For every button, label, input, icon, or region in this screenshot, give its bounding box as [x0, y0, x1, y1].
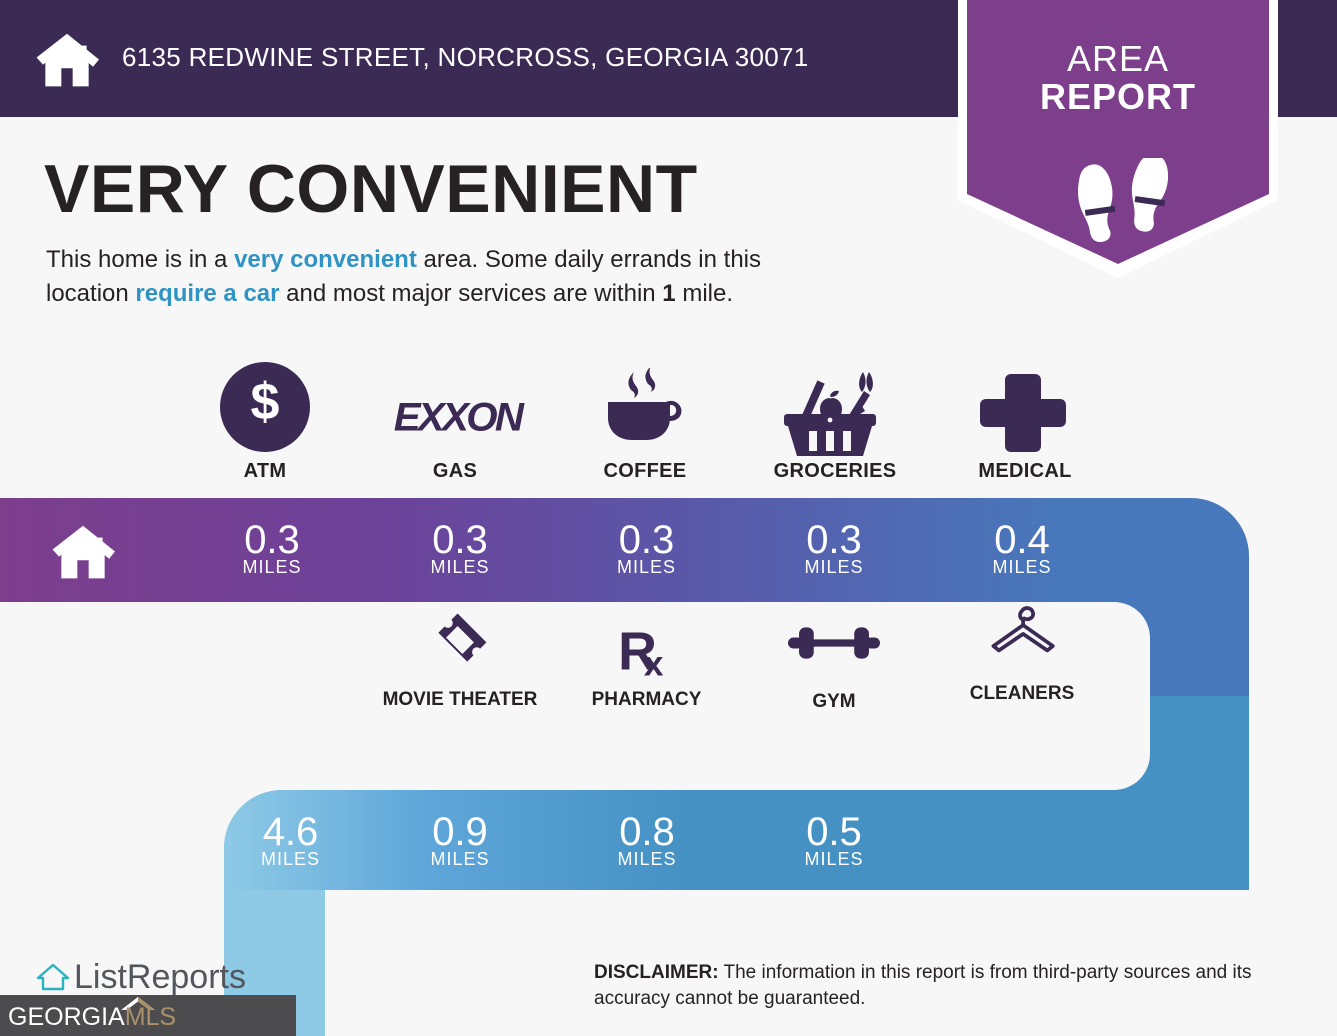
svg-text:EXXON: EXXON [394, 395, 525, 439]
svg-text:x: x [643, 645, 663, 684]
